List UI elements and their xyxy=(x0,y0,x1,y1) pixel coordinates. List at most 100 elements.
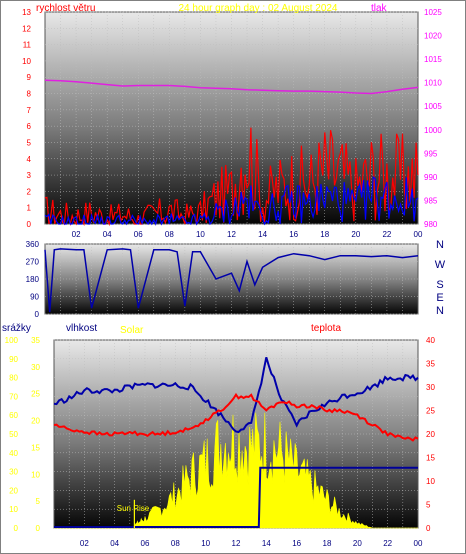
temperature-tick-label: 5 xyxy=(426,501,431,510)
rain-tick-label: 0 xyxy=(14,524,19,533)
rain-tick-label: 80 xyxy=(9,374,18,383)
pressure-line xyxy=(44,79,419,95)
x-tick-label: 10 xyxy=(201,539,210,548)
pressure-tick-label: 1005 xyxy=(424,102,442,111)
humidity-tick-label: 20 xyxy=(31,417,40,426)
rain-tick-label: 100 xyxy=(5,336,19,345)
direction-label-n: N xyxy=(436,239,444,251)
left-axis-title: rychlost větru xyxy=(36,3,95,14)
rain-tick-label: 70 xyxy=(9,392,18,401)
x-tick-label: 16 xyxy=(289,230,298,239)
humidity-tick-label: 30 xyxy=(31,363,40,372)
wind-speed-tick-label: 6 xyxy=(27,122,32,131)
temperature-axis-title: teplota xyxy=(311,323,341,334)
rain-tick-label: 60 xyxy=(9,411,18,420)
temperature-tick-label: 20 xyxy=(426,430,435,439)
wind-speed-tick-label: 10 xyxy=(22,57,31,66)
x-tick-label: 12 xyxy=(227,230,236,239)
x-tick-label: 22 xyxy=(383,539,392,548)
x-tick-label: 14 xyxy=(262,539,271,548)
x-tick-label: 18 xyxy=(323,539,332,548)
humidity-tick-label: 15 xyxy=(31,443,40,452)
temperature-tick-label: 25 xyxy=(426,407,435,416)
x-tick-label: 04 xyxy=(103,230,112,239)
humidity-tick-label: 25 xyxy=(31,390,40,399)
pressure-tick-label: 1025 xyxy=(424,8,442,17)
temperature-line xyxy=(53,392,419,442)
rain-tick-label: 40 xyxy=(9,449,18,458)
humidity-tick-label: 35 xyxy=(31,336,40,345)
direction-tick-label: 360 xyxy=(26,240,40,249)
x-tick-label: 20 xyxy=(351,230,360,239)
x-tick-label: 14 xyxy=(258,230,267,239)
x-tick-label: 02 xyxy=(80,539,89,548)
pressure-tick-label: 985 xyxy=(424,196,438,205)
rain-tick-label: 10 xyxy=(9,505,18,514)
sunrise-label: Sun Rise xyxy=(117,504,150,513)
x-tick-label: 06 xyxy=(134,230,143,239)
rain-tick-label: 30 xyxy=(9,468,18,477)
temperature-tick-label: 30 xyxy=(426,383,435,392)
direction-tick-label: 90 xyxy=(30,293,39,302)
x-tick-label: 18 xyxy=(320,230,329,239)
temperature-tick-label: 35 xyxy=(426,360,435,369)
pressure-tick-label: 1010 xyxy=(424,79,442,88)
x-tick-label: 02 xyxy=(72,230,81,239)
direction-tick-label: 270 xyxy=(26,258,40,267)
x-tick-label: 16 xyxy=(292,539,301,548)
x-tick-label: 04 xyxy=(110,539,119,548)
solar-axis-title: Solar xyxy=(120,325,144,336)
wind-speed-tick-label: 11 xyxy=(23,41,32,50)
x-tick-label: 00 xyxy=(414,539,423,548)
wind-gust-line xyxy=(44,175,419,226)
direction-label-n2: N xyxy=(436,305,444,317)
wind-direction-line xyxy=(44,248,419,313)
wind-speed-tick-label: 1 xyxy=(27,204,32,213)
x-tick-label: 10 xyxy=(196,230,205,239)
chart-title: 24 hour graph day : 02 August 2024 xyxy=(178,3,337,14)
x-tick-label: 08 xyxy=(171,539,180,548)
humidity-axis-title: vlhkost xyxy=(66,323,97,334)
temperature-tick-label: 15 xyxy=(426,454,435,463)
wind-speed-tick-label: 5 xyxy=(27,138,32,147)
wind-speed-tick-label: 8 xyxy=(27,90,32,99)
wind-speed-tick-label: 12 xyxy=(22,24,31,33)
temperature-tick-label: 40 xyxy=(426,336,435,345)
temperature-tick-label: 0 xyxy=(426,524,431,533)
pressure-tick-label: 980 xyxy=(424,220,438,229)
direction-tick-label: 0 xyxy=(35,310,40,319)
rain-axis-title: srážky xyxy=(2,323,31,334)
x-tick-label: 08 xyxy=(165,230,174,239)
x-tick-label: 20 xyxy=(353,539,362,548)
temperature-tick-label: 10 xyxy=(426,477,435,486)
wind-speed-line xyxy=(44,127,419,227)
right-axis-title: tlak xyxy=(371,3,388,14)
humidity-line xyxy=(53,357,419,434)
wind-speed-tick-label: 13 xyxy=(22,8,31,17)
rain-tick-label: 90 xyxy=(9,355,18,364)
x-tick-label: 06 xyxy=(141,539,150,548)
x-tick-label: 12 xyxy=(232,539,241,548)
wind-speed-tick-label: 4 xyxy=(27,155,32,164)
pressure-tick-label: 1000 xyxy=(424,126,442,135)
pressure-tick-label: 990 xyxy=(424,173,438,182)
pressure-tick-label: 995 xyxy=(424,149,438,158)
humidity-tick-label: 5 xyxy=(36,497,41,506)
direction-label-e: E xyxy=(436,292,443,304)
x-tick-label: 00 xyxy=(414,230,423,239)
wind-speed-tick-label: 3 xyxy=(27,171,32,180)
humidity-tick-label: 0 xyxy=(36,524,41,533)
direction-label-s: S xyxy=(436,279,443,291)
wind-speed-tick-label: 7 xyxy=(27,106,32,115)
pressure-tick-label: 1015 xyxy=(424,55,442,64)
rain-tick-label: 50 xyxy=(9,430,18,439)
humidity-tick-label: 10 xyxy=(31,470,40,479)
rain-line xyxy=(54,466,418,528)
wind-speed-tick-label: 0 xyxy=(27,220,32,229)
wind-speed-tick-label: 2 xyxy=(27,187,32,196)
rain-tick-label: 20 xyxy=(9,486,18,495)
direction-label-w: W xyxy=(435,259,446,271)
wind-speed-tick-label: 9 xyxy=(27,73,32,82)
